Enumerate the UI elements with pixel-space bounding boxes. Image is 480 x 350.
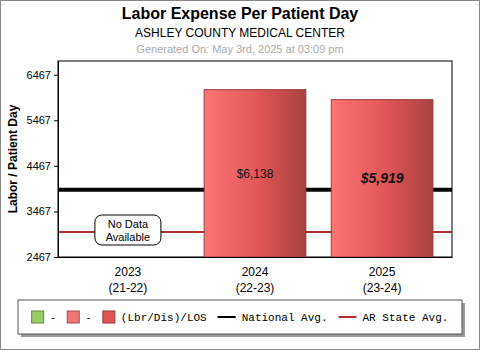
y-tick-label: 5467 <box>27 114 51 126</box>
plot-area <box>58 61 452 257</box>
bar <box>331 100 433 257</box>
legend-label: - <box>85 312 92 324</box>
x-tick-label: 2023 (21-22) <box>109 265 148 295</box>
legend-item: National Avg. <box>218 312 328 324</box>
legend-item: AR State Avg. <box>339 312 449 324</box>
x-tick-label-line: 2023 <box>115 265 142 279</box>
legend-label: AR State Avg. <box>363 312 449 324</box>
y-tick-mark <box>54 211 58 212</box>
x-tick-label-line: (23-24) <box>363 281 402 295</box>
legend: - - (Lbr/Dis)/LOS National Avg. AR State Avg… <box>18 300 465 337</box>
y-axis: 2467 3467 4467 5467 6467 <box>27 62 59 264</box>
background <box>1 1 480 350</box>
y-tick-label: 3467 <box>27 205 51 217</box>
x-tick: 2024 (22-23) <box>236 265 275 295</box>
plot <box>58 90 452 257</box>
legend-line <box>218 316 236 318</box>
x-tick-label: 2024 (22-23) <box>236 265 275 295</box>
legend-item: - <box>32 311 57 324</box>
legend-box <box>18 300 462 334</box>
legend-label: (Lbr/Dis)/LOS <box>121 312 207 324</box>
y-tick-mark <box>54 75 58 76</box>
x-tick-label-line: 2024 <box>242 265 269 279</box>
y-tick-label: 6467 <box>27 69 51 81</box>
x-tick: 2023 (21-22) <box>109 265 148 295</box>
x-axis: 2023 (21-22) 2024 (22-23) 2025 (23-24) <box>59 258 453 296</box>
annotation: No DataAvailable <box>106 218 150 243</box>
y-tick: 5467 <box>27 114 58 126</box>
y-tick: 4467 <box>27 160 58 172</box>
legend-swatch <box>67 311 79 323</box>
title: Labor Expense Per Patient Day <box>122 5 359 22</box>
annotation-line: No Data <box>108 218 149 230</box>
note: Generated On: May 3rd, 2025 at 03:09 pm <box>136 43 343 55</box>
y-tick-mark <box>54 120 58 121</box>
legend-swatch <box>103 311 115 323</box>
annotation-box <box>95 215 161 245</box>
legend-items: - - (Lbr/Dis)/LOS National Avg. AR State Avg… <box>32 311 449 324</box>
subtitle: ASHLEY COUNTY MEDICAL CENTER <box>135 26 345 40</box>
y-tick: 2467 <box>27 251 58 263</box>
x-tick-label-line: (21-22) <box>109 281 148 295</box>
y-tick-label: 2467 <box>27 251 51 263</box>
legend-swatch <box>32 311 44 323</box>
x-tick-label-line: (22-23) <box>236 281 275 295</box>
y-tick: 3467 <box>27 205 58 217</box>
y-axis-line <box>58 62 59 258</box>
x-tick-label: 2025 (23-24) <box>363 265 402 295</box>
x-axis-line <box>59 257 453 258</box>
legend-item: - <box>67 311 92 324</box>
data-label: $6,138 <box>237 167 274 181</box>
x-tick: 2025 (23-24) <box>363 265 402 295</box>
legend-label: - <box>50 312 57 324</box>
annotation-line: Available <box>106 231 150 243</box>
x-tick-label-line: 2025 <box>369 265 396 279</box>
annotations: No DataAvailable <box>95 215 161 245</box>
chart: Labor Expense Per Patient Day ASHLEY COUN… <box>0 0 480 350</box>
data-label: $5,919 <box>360 170 404 186</box>
bar <box>204 90 306 257</box>
y-tick-mark <box>54 166 58 167</box>
legend-item: (Lbr/Dis)/LOS <box>103 311 207 324</box>
y-axis-title: Labor / Patient Day <box>6 104 20 213</box>
y-tick-label: 4467 <box>27 160 51 172</box>
data-labels: $6,138 $5,919 <box>237 167 404 187</box>
legend-label: National Avg. <box>242 312 328 324</box>
y-tick: 6467 <box>27 69 58 81</box>
y-tick-mark <box>54 257 58 258</box>
legend-line <box>339 316 357 318</box>
